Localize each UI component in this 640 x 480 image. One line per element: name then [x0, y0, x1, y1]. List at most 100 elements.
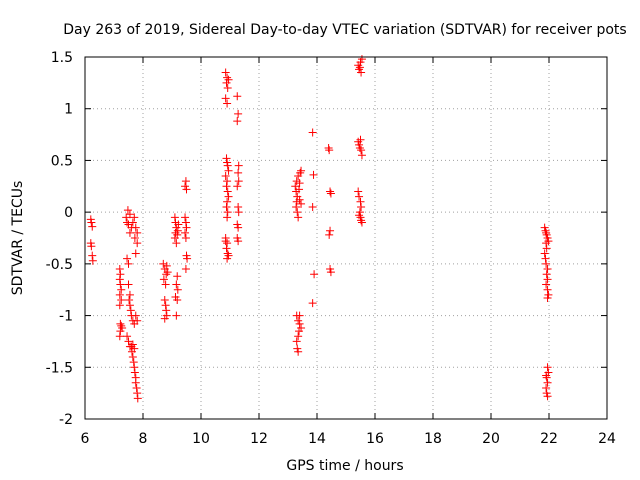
data-point	[543, 392, 552, 401]
data-point	[325, 230, 334, 239]
data-point	[234, 109, 243, 118]
data-point	[130, 363, 139, 372]
data-point	[542, 239, 551, 248]
data-point	[355, 192, 364, 201]
data-point	[130, 234, 139, 242]
data-point	[326, 189, 335, 198]
data-point	[174, 220, 183, 229]
data-point	[542, 228, 551, 237]
data-point	[124, 280, 133, 289]
data-point	[128, 218, 137, 227]
data-point	[128, 352, 137, 361]
data-point	[115, 290, 124, 299]
data-point	[542, 270, 551, 279]
data-point	[130, 213, 139, 222]
data-point	[172, 280, 181, 289]
data-point	[234, 208, 243, 217]
data-point	[162, 270, 171, 279]
data-point	[117, 296, 126, 305]
data-point	[223, 161, 232, 170]
data-point	[296, 168, 305, 177]
x-tick-label: 22	[540, 431, 558, 447]
x-axis-label: GPS time / hours	[286, 458, 403, 474]
data-point	[124, 337, 133, 346]
data-point	[125, 228, 134, 237]
data-point	[160, 296, 169, 305]
data-point	[308, 299, 317, 308]
y-tick-label: -1	[59, 309, 73, 325]
data-point	[543, 275, 552, 284]
x-tick-label: 18	[424, 431, 442, 447]
data-point	[324, 144, 333, 153]
data-point	[221, 237, 230, 246]
x-tick-label: 6	[81, 431, 90, 447]
data-point	[129, 358, 138, 367]
data-point	[355, 211, 364, 220]
data-point	[308, 202, 317, 211]
data-point	[223, 249, 232, 258]
data-point	[357, 202, 366, 211]
data-point	[357, 55, 366, 64]
data-point	[125, 296, 134, 305]
data-point	[181, 177, 190, 186]
data-point	[115, 332, 124, 341]
data-point	[181, 218, 190, 227]
data-point	[543, 265, 552, 274]
data-point	[88, 222, 97, 231]
data-point	[541, 226, 550, 235]
data-point	[159, 275, 168, 284]
x-tick-label: 12	[250, 431, 268, 447]
data-point	[354, 187, 363, 196]
data-point	[357, 218, 366, 227]
data-point	[295, 179, 304, 188]
y-tick-label: 1	[64, 102, 73, 118]
data-point	[542, 373, 551, 382]
data-point	[125, 210, 134, 219]
data-point	[173, 226, 182, 235]
data-point	[131, 249, 140, 258]
data-point	[170, 213, 179, 222]
data-point	[224, 192, 233, 201]
y-tick-label: 0	[64, 205, 73, 221]
data-point	[123, 332, 132, 341]
data-point	[182, 185, 191, 194]
data-point	[133, 316, 142, 325]
data-points	[86, 55, 553, 403]
data-point	[163, 268, 172, 277]
data-point	[221, 171, 230, 180]
data-point	[115, 275, 124, 284]
data-point	[183, 254, 192, 263]
data-point	[133, 239, 142, 248]
y-tick-label: 0.5	[51, 153, 73, 169]
data-point	[356, 197, 365, 206]
data-point	[295, 185, 304, 194]
data-point	[181, 228, 190, 237]
data-point	[161, 301, 170, 310]
data-point	[223, 73, 232, 82]
data-point	[223, 99, 232, 108]
data-point	[543, 293, 552, 302]
data-point	[542, 371, 551, 380]
data-point	[326, 187, 335, 196]
data-point	[224, 75, 233, 84]
data-point	[355, 144, 364, 153]
data-point	[326, 268, 335, 277]
data-point	[117, 321, 126, 330]
x-tick-label: 14	[308, 431, 326, 447]
y-tick-label: -1.5	[46, 360, 73, 376]
data-point	[223, 254, 232, 263]
data-point	[173, 296, 182, 305]
data-point	[123, 206, 132, 215]
data-point	[181, 213, 190, 222]
data-point	[234, 237, 243, 246]
data-point	[159, 259, 168, 268]
data-point	[224, 166, 233, 175]
data-point	[116, 270, 125, 279]
data-point	[162, 261, 171, 270]
data-point	[223, 187, 232, 196]
data-point	[181, 265, 190, 274]
data-point	[542, 244, 551, 253]
data-point	[542, 383, 551, 392]
data-point	[357, 68, 366, 77]
data-point	[222, 154, 231, 163]
